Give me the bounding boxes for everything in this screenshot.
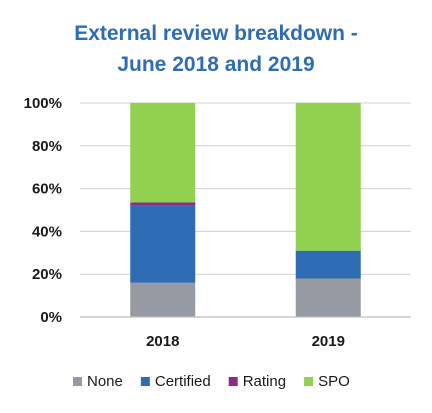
legend-item-certified: Certified bbox=[140, 373, 211, 390]
bar-segment-certified-2019 bbox=[295, 250, 361, 279]
y-tick-label: 40% bbox=[32, 223, 62, 240]
gridlines bbox=[80, 102, 411, 275]
legend-item-spo: SPO bbox=[304, 373, 350, 390]
chart-title-line-2: June 2018 and 2019 bbox=[117, 53, 314, 76]
x-tick-label: 2018 bbox=[146, 333, 179, 350]
x-axis-labels: 2018 2019 bbox=[146, 333, 345, 350]
legend-label: Rating bbox=[243, 373, 286, 390]
legend-label: None bbox=[87, 373, 123, 390]
bars bbox=[130, 103, 361, 317]
y-tick-label: 60% bbox=[32, 181, 62, 198]
bar-segment-none-2019 bbox=[295, 278, 361, 317]
legend-swatch bbox=[140, 377, 150, 386]
bar-segment-none-2018 bbox=[130, 282, 196, 317]
bar-segment-spo-2019 bbox=[295, 103, 361, 251]
legend-item-rating: Rating bbox=[228, 373, 286, 390]
legend-swatch bbox=[304, 377, 314, 386]
y-tick-label: 0% bbox=[40, 309, 62, 326]
y-tick-label: 80% bbox=[32, 138, 62, 155]
legend-label: SPO bbox=[318, 373, 350, 390]
bar-segment-certified-2018 bbox=[130, 205, 196, 283]
x-tick-label: 2019 bbox=[312, 333, 345, 350]
legend: None Certified Rating SPO bbox=[73, 373, 350, 390]
chart-title-line-1: External review breakdown - bbox=[74, 22, 358, 45]
legend-swatch bbox=[73, 377, 82, 386]
legend-item-none: None bbox=[73, 373, 123, 390]
y-axis-ticks: 0% 20% 40% 60% 80% 100% bbox=[24, 95, 62, 326]
legend-swatch bbox=[228, 377, 238, 386]
bar-segment-rating-2018 bbox=[130, 202, 196, 206]
bar-segment-spo-2018 bbox=[130, 103, 196, 203]
y-tick-label: 100% bbox=[24, 95, 62, 112]
chart-title: External review breakdown - June 2018 an… bbox=[74, 22, 358, 76]
y-tick-label: 20% bbox=[32, 266, 62, 283]
legend-label: Certified bbox=[155, 373, 211, 390]
